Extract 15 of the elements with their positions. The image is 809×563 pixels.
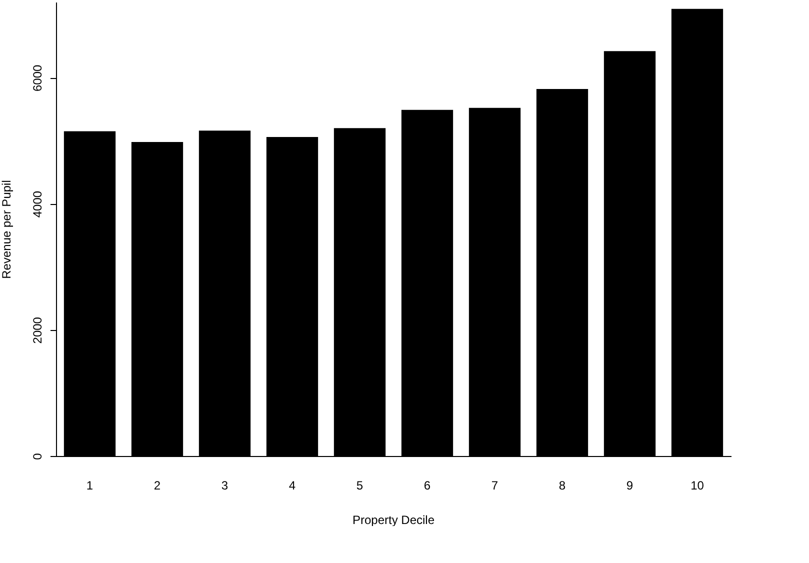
y-tick-label: 0 xyxy=(30,452,44,460)
y-tick-label: 6000 xyxy=(30,64,44,92)
x-tick-label: 5 xyxy=(356,478,364,492)
x-tick-label: 8 xyxy=(558,478,566,492)
x-tick-label: 10 xyxy=(690,478,704,492)
x-tick-label: 3 xyxy=(221,478,228,492)
y-axis-title: Revenue per Pupil xyxy=(0,180,14,279)
x-tick-label: 7 xyxy=(491,478,498,492)
x-tick-label: 6 xyxy=(424,478,431,492)
x-tick-label: 1 xyxy=(86,478,94,492)
x-tick-label: 9 xyxy=(626,478,634,492)
x-tick-label: 2 xyxy=(154,478,161,492)
y-tick-label: 2000 xyxy=(30,316,44,344)
x-tick-label: 4 xyxy=(288,478,296,492)
y-tick-label: 4000 xyxy=(30,190,44,218)
